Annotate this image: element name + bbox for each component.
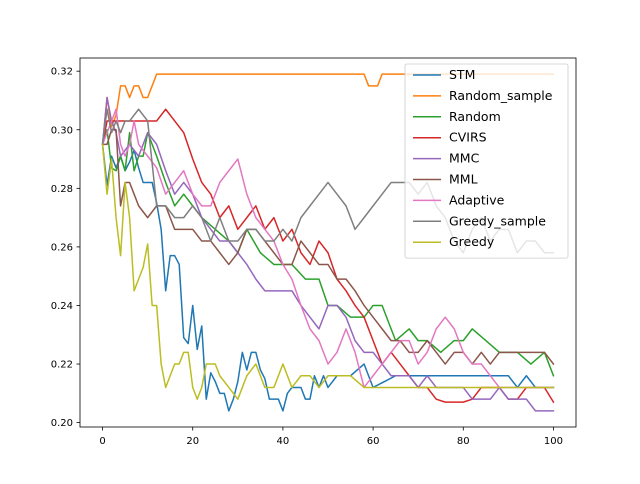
legend-label: STM: [449, 67, 475, 82]
legend: STM Random_sample Random CVIRS MMC MML Adaptiv…: [404, 63, 569, 259]
y-tick-label: 0.26: [51, 242, 73, 253]
legend-label: MMC: [449, 151, 480, 166]
legend-label: Random_sample: [449, 88, 553, 103]
y-tick-label: 0.32: [51, 67, 73, 78]
y-tick-label: 0.30: [51, 125, 73, 136]
legend-label: Random: [449, 109, 501, 124]
legend-box: [404, 63, 569, 259]
series-line-mmc: [101, 96, 555, 412]
x-tick-label: 0: [99, 436, 105, 447]
series-line-cvirs: [101, 108, 555, 404]
x-tick-label: 40: [277, 436, 290, 447]
legend-label: Greedy_sample: [449, 213, 546, 228]
x-tick-label: 80: [457, 436, 470, 447]
legend-label: CVIRS: [449, 130, 487, 145]
legend-label: Greedy: [449, 234, 495, 249]
y-tick-label: 0.20: [51, 418, 73, 429]
y-tick-label: 0.22: [51, 360, 73, 371]
y-tick-label: 0.28: [51, 184, 73, 195]
y-axis: 0.20 0.22 0.24 0.26 0.28 0.30 0.32: [51, 67, 80, 429]
axes-frame: [79, 57, 577, 428]
legend-label: Adaptive: [449, 192, 505, 207]
y-tick-label: 0.24: [51, 301, 73, 312]
x-tick-label: 60: [367, 436, 380, 447]
x-axis: 0 20 40 60 80 100: [99, 427, 563, 447]
series-line-greedy: [101, 143, 555, 400]
legend-label: MML: [449, 172, 478, 187]
series-line-random-sample: [101, 73, 555, 146]
series-lines: [101, 73, 555, 412]
x-tick-label: 100: [544, 436, 563, 447]
series-line-stm: [101, 143, 555, 412]
x-tick-label: 20: [186, 436, 199, 447]
series-line-adaptive: [101, 108, 555, 389]
